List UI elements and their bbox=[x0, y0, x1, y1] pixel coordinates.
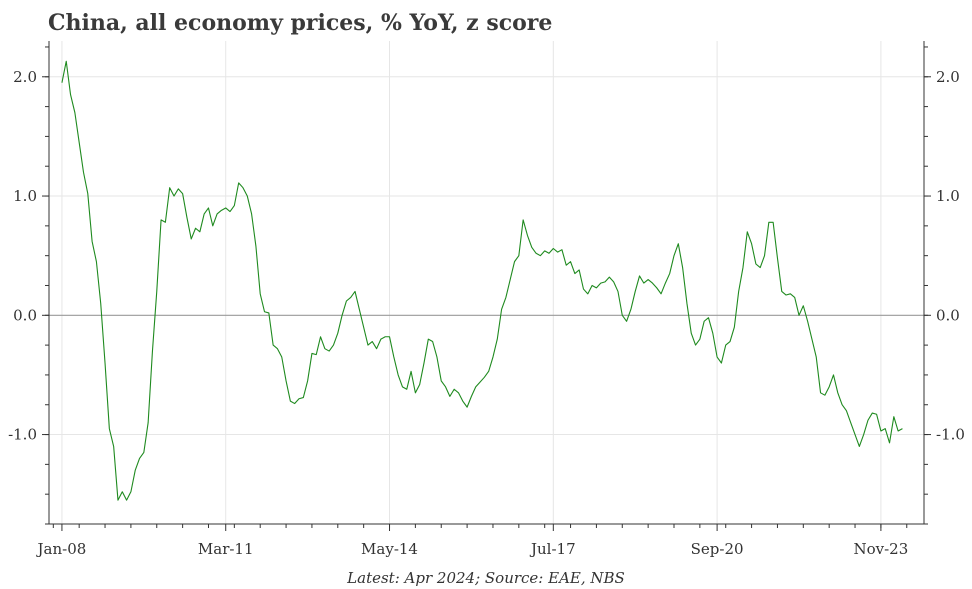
x-tick-label: Nov-23 bbox=[853, 540, 908, 558]
y-tick-label-right: 1.0 bbox=[936, 187, 960, 205]
x-tick-label: May-14 bbox=[361, 540, 418, 558]
grid-lines bbox=[49, 41, 924, 524]
y-tick-label-left: 0.0 bbox=[13, 306, 37, 324]
y-axis-right-ticks: 2.0 1.0 0.0 -1.0 bbox=[924, 46, 965, 525]
x-tick-label: Jul-17 bbox=[529, 540, 576, 558]
x-tick-label: Sep-20 bbox=[691, 540, 744, 558]
source-note: Latest: Apr 2024; Source: EAE, NBS bbox=[346, 569, 625, 587]
y-tick-label-left: 1.0 bbox=[13, 187, 37, 205]
y-tick-label-right: 2.0 bbox=[936, 68, 960, 86]
x-tick-label: Jan-08 bbox=[36, 540, 87, 558]
y-tick-label-left: -1.0 bbox=[8, 426, 37, 444]
axes bbox=[48, 41, 925, 525]
y-axis-left-ticks: 2.0 1.0 0.0 -1.0 bbox=[8, 46, 49, 525]
x-axis-ticks: Jan-08 Mar-11 May-14 Jul-17 Sep-20 Nov-23 bbox=[36, 524, 908, 558]
y-tick-label-left: 2.0 bbox=[13, 68, 37, 86]
chart-title: China, all economy prices, % YoY, z scor… bbox=[48, 10, 552, 36]
x-tick-label: Mar-11 bbox=[198, 540, 254, 558]
y-tick-label-right: 0.0 bbox=[936, 306, 960, 324]
series-line bbox=[61, 60, 903, 501]
y-tick-label-right: -1.0 bbox=[936, 426, 965, 444]
